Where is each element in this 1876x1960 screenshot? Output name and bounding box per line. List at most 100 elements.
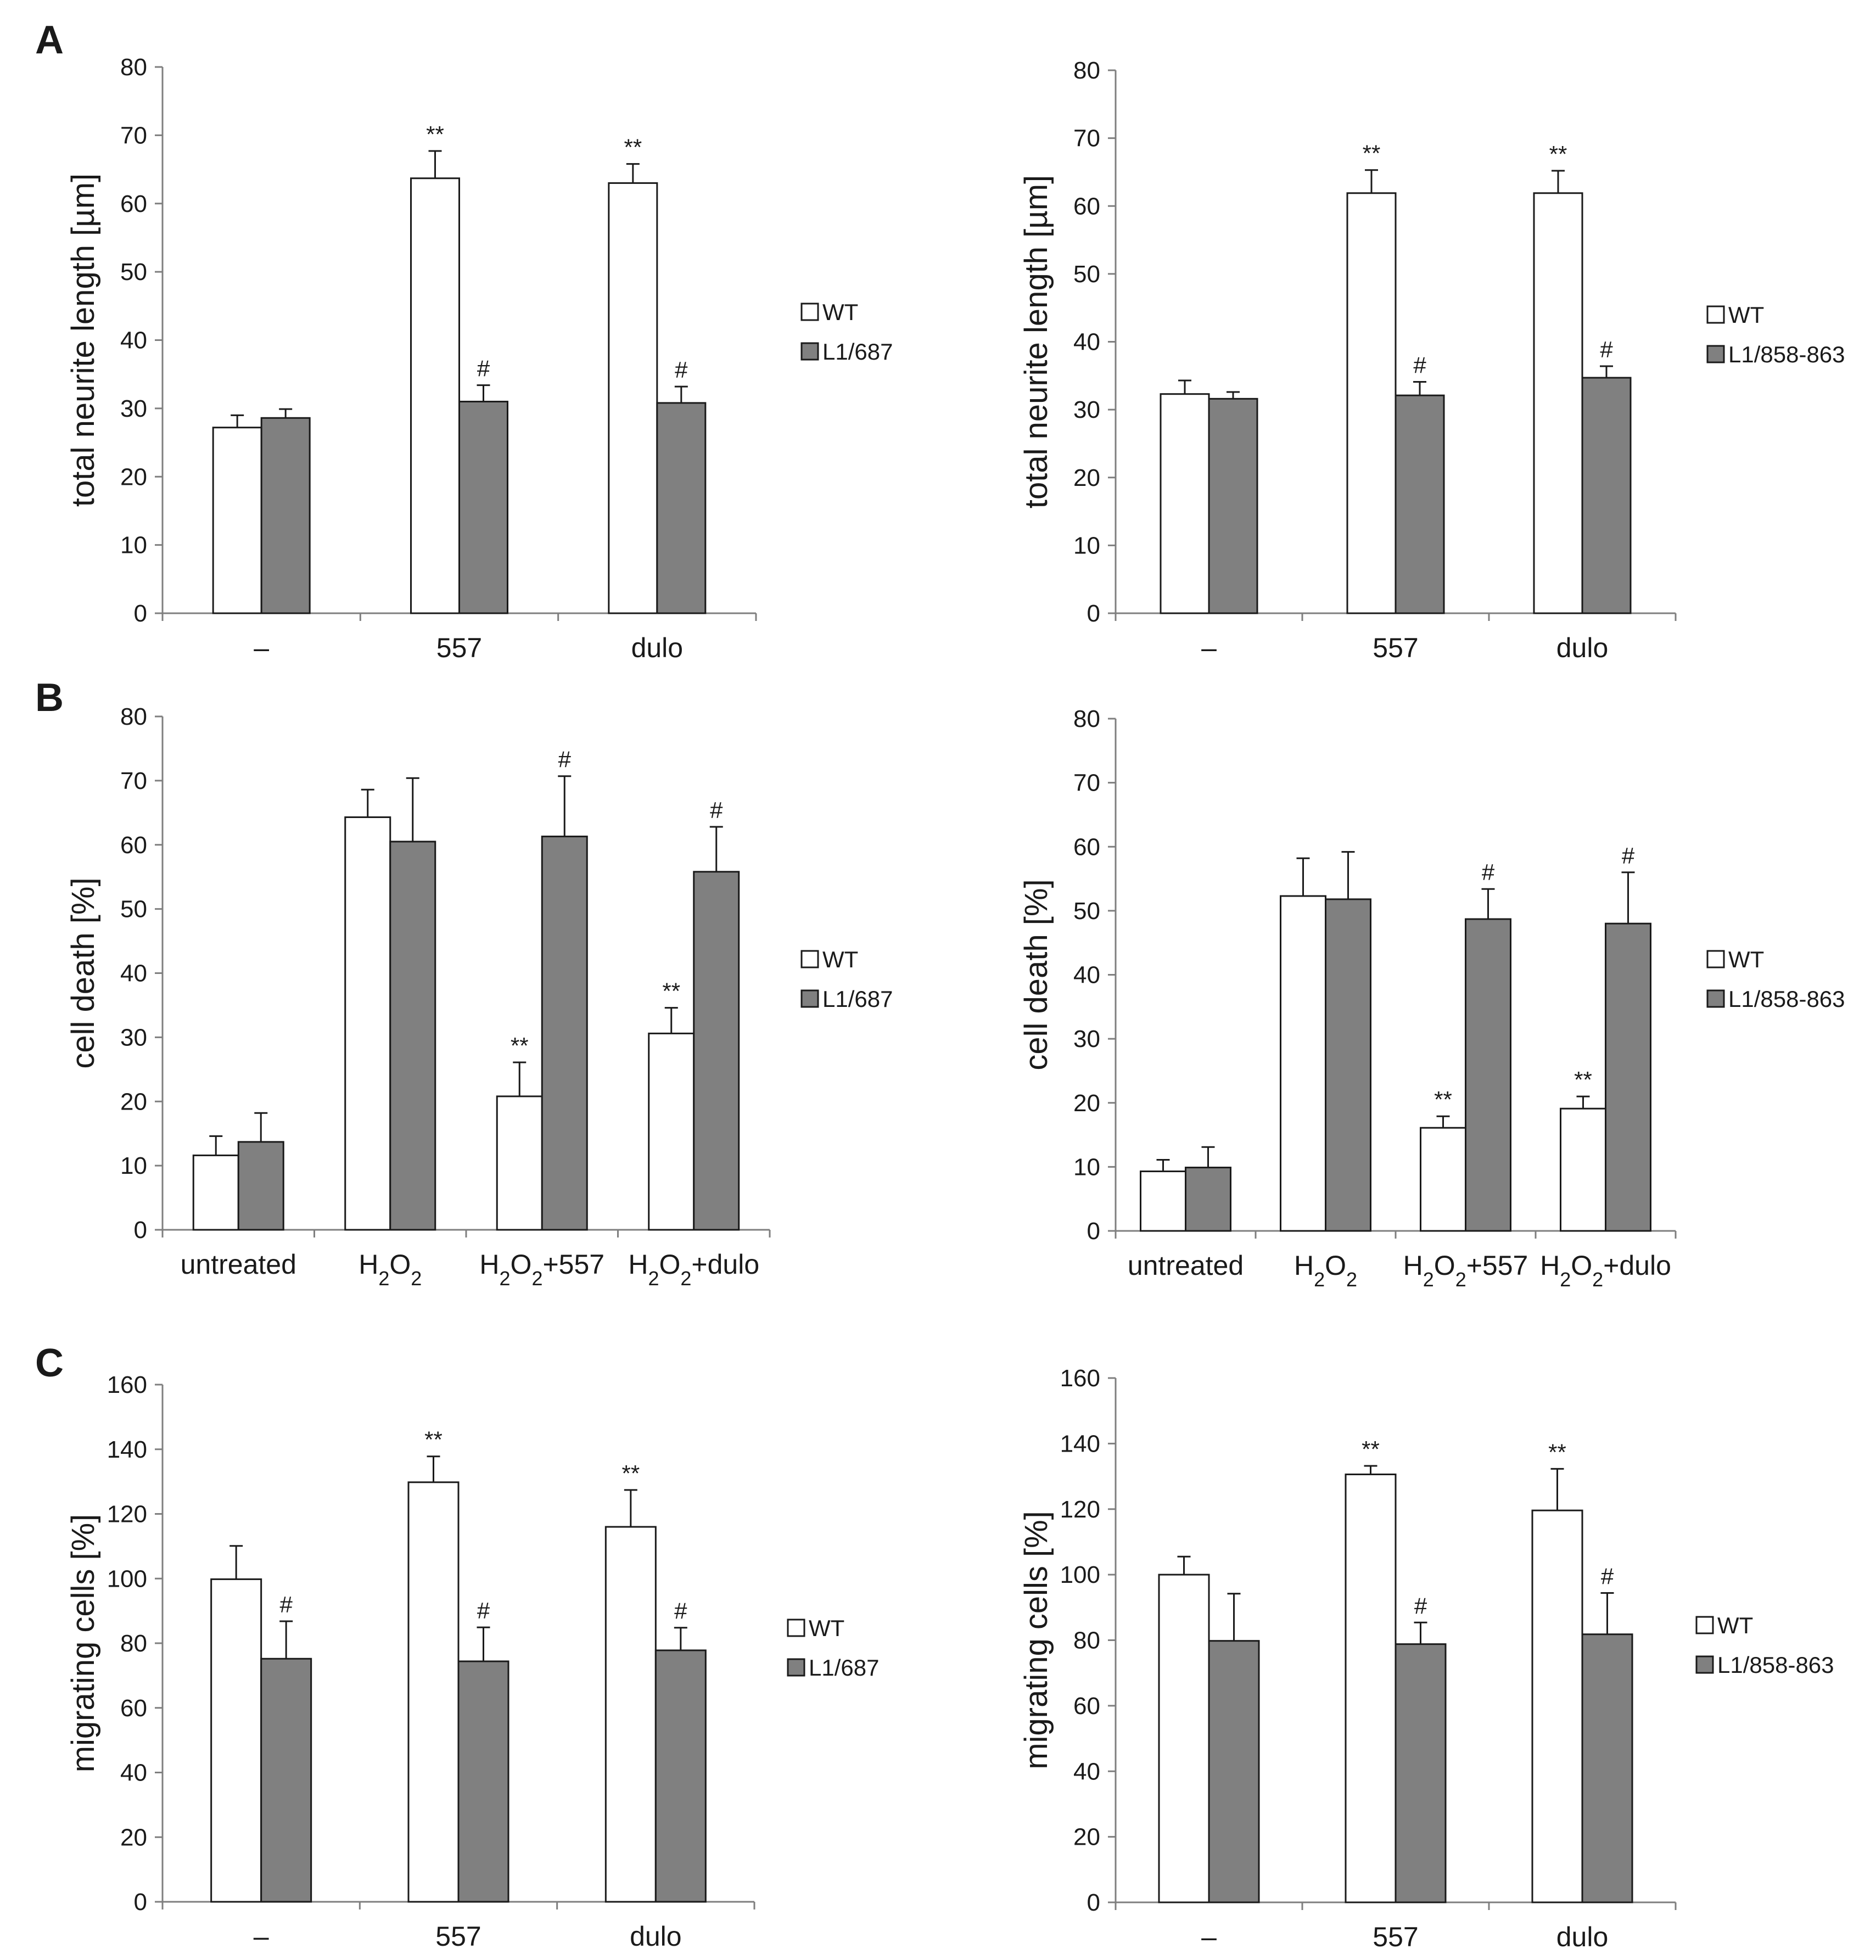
x-category-label: H2O2+557 [479,1249,604,1290]
bar-mutant[interactable] [654,1649,707,1903]
bar-wt[interactable] [648,1032,695,1231]
legend-swatch-wt [1706,305,1725,324]
legend-label-mutant: L1/687 [822,986,893,1012]
bar-wt[interactable] [1420,1127,1466,1232]
bar-wt[interactable] [496,1095,543,1231]
bar-wt[interactable] [192,1154,239,1231]
bar-wt[interactable] [608,182,658,614]
chart-c-right: 0 20 40 60 80 100 120 140 160 – ** #557 ** # dulo migra… [1018,1365,1834,1952]
bar-wt[interactable] [410,177,460,614]
bar-mutant[interactable] [389,841,436,1231]
bar-mutant[interactable] [1185,1167,1231,1232]
bar-mutant[interactable] [1395,1643,1447,1903]
x-category-label: – [1201,632,1217,663]
bar-mutant[interactable] [693,871,740,1231]
y-tick-label: 0 [134,600,147,627]
bar-wt[interactable] [212,427,262,614]
bar-mutant[interactable] [1208,397,1258,614]
bar-wt[interactable] [407,1481,460,1903]
bar-wt[interactable] [1531,1509,1583,1903]
chart-b-right: 0 10 20 30 40 50 60 70 80 untreated H2O2 ** # H2O2+55… [1018,705,1845,1291]
panel-label-c: C [35,1341,64,1385]
y-axis-label: total neurite length [µm] [1018,175,1054,508]
bar-mutant[interactable] [1581,377,1632,614]
significance-label: ** [621,1460,640,1486]
bar-wt[interactable] [344,816,391,1231]
bar-mutant[interactable] [1581,1633,1633,1903]
bar-mutant[interactable] [457,1660,509,1903]
y-tick-label: 20 [120,1088,147,1115]
bar-mutant[interactable] [656,402,707,614]
significance-label: # [279,1592,293,1617]
bar-mutant[interactable] [1605,922,1651,1232]
x-category-label: 557 [436,632,482,663]
bar-mutant[interactable] [1465,918,1511,1232]
y-tick-label: 40 [120,960,147,987]
y-axis-label: migrating cells [%] [1018,1511,1054,1769]
y-tick-label: 80 [1073,1627,1100,1654]
bar-mutant[interactable] [260,417,311,614]
bar-mutant[interactable] [237,1141,284,1231]
bar-mutant[interactable] [1208,1640,1260,1903]
y-tick-label: 10 [120,532,147,559]
x-category-label: H2O2 [359,1249,422,1290]
y-tick-label: 0 [134,1217,147,1244]
significance-label: ** [1362,1436,1380,1462]
significance-label: # [1482,859,1495,885]
y-tick-label: 140 [107,1436,147,1463]
bar-wt[interactable] [1160,393,1210,614]
significance-label: ** [426,121,444,147]
legend-label-mutant: L1/858-863 [1728,986,1845,1012]
y-tick-label: 40 [1073,962,1100,989]
significance-label: # [674,1598,687,1624]
legend-label-wt: WT [1717,1612,1753,1638]
y-tick-label: 50 [1073,261,1100,288]
legend-swatch-wt [800,950,819,968]
bar-mutant[interactable] [1395,394,1445,614]
y-tick-label: 120 [1060,1496,1100,1523]
y-tick-label: 30 [1073,1026,1100,1052]
y-tick-label: 140 [1060,1430,1100,1457]
bar-wt[interactable] [1158,1573,1210,1903]
x-category-label: untreated [1128,1250,1244,1281]
significance-label: ** [662,978,680,1004]
bar-wt[interactable] [1560,1107,1606,1232]
legend-label-mutant: L1/858-863 [1717,1652,1834,1678]
y-tick-label: 10 [1073,1153,1100,1180]
bar-wt[interactable] [604,1526,657,1903]
y-tick-label: 30 [120,395,147,422]
legend-swatch-wt [800,303,819,321]
legend-label-mutant: L1/687 [809,1655,879,1681]
bar-mutant[interactable] [260,1657,312,1903]
y-tick-label: 60 [1073,833,1100,860]
bar-wt[interactable] [1140,1171,1186,1232]
bar-wt[interactable] [1280,895,1326,1232]
y-tick-label: 20 [120,463,147,490]
x-category-label: – [1201,1922,1217,1952]
charts-container: 0 10 20 30 40 50 60 70 80 – ** #557 ** # dulo total neu… [65,54,1845,1952]
y-tick-label: 60 [120,832,147,859]
significance-label: # [675,357,688,383]
significance-label: # [1413,352,1426,378]
bar-wt[interactable] [210,1578,262,1903]
y-tick-label: 60 [120,1695,147,1722]
y-tick-label: 100 [1060,1561,1100,1588]
legend-label-wt: WT [1728,947,1764,972]
legend-swatch-wt [1706,950,1725,968]
bar-wt[interactable] [1533,192,1583,614]
bar-mutant[interactable] [1325,898,1371,1232]
significance-label: # [558,747,572,772]
y-tick-label: 10 [1073,532,1100,559]
bar-wt[interactable] [1346,192,1397,614]
bar-wt[interactable] [1345,1473,1397,1903]
significance-label: # [1414,1593,1427,1619]
bar-mutant[interactable] [458,400,508,614]
y-tick-label: 40 [120,1760,147,1787]
y-tick-label: 20 [1073,1090,1100,1117]
chart-b-left: 0 10 20 30 40 50 60 70 80 untreated H2O2 ** # H2O2+55… [65,703,893,1290]
bar-mutant[interactable] [541,836,588,1231]
x-category-label: dulo [631,632,684,663]
x-category-label: H2O2+dulo [628,1249,759,1290]
x-category-label: 557 [1373,632,1418,663]
y-tick-label: 100 [107,1565,147,1592]
